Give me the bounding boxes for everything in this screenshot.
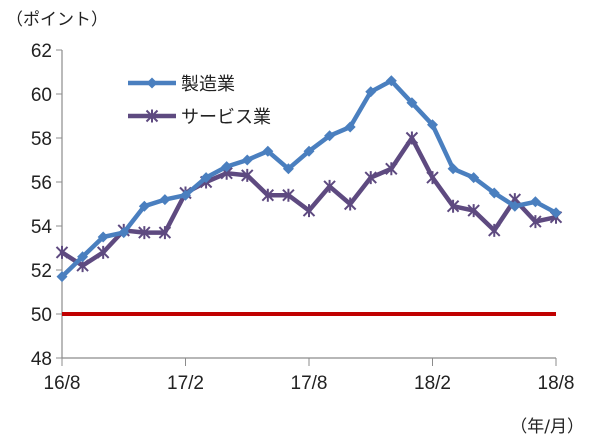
data-point <box>488 223 501 237</box>
y-tick-label: 58 <box>31 129 52 150</box>
data-point <box>303 145 315 157</box>
data-point <box>261 188 275 202</box>
data-point <box>385 162 398 176</box>
data-point <box>529 215 542 229</box>
data-point <box>241 154 253 166</box>
data-point <box>468 172 480 184</box>
legend-label: 製造業 <box>181 74 235 95</box>
data-point <box>343 197 357 211</box>
data-point <box>97 231 109 243</box>
x-tick-label: 16/8 <box>44 373 81 394</box>
x-tick-label: 18/2 <box>414 373 451 394</box>
legend-item: サービス業 <box>128 107 271 128</box>
x-axis-unit-label: （年/月） <box>510 417 584 437</box>
data-point <box>529 196 541 208</box>
data-point <box>180 189 191 201</box>
data-point <box>344 121 356 133</box>
data-point <box>426 171 439 185</box>
legend-label: サービス業 <box>181 107 271 128</box>
series-line <box>59 135 559 268</box>
data-point <box>96 245 110 259</box>
series-line <box>59 78 559 279</box>
data-point <box>56 271 68 283</box>
x-tick-label: 18/8 <box>538 373 575 394</box>
data-point <box>405 131 419 145</box>
legend-marker <box>146 77 158 89</box>
y-tick-label: 50 <box>31 305 52 326</box>
y-tick-label: 54 <box>31 217 53 238</box>
series-layer <box>55 75 563 283</box>
legend-marker <box>145 109 159 123</box>
x-tick-label: 17/2 <box>167 373 204 394</box>
data-point <box>406 97 418 109</box>
data-point <box>385 75 397 87</box>
data-point <box>364 171 377 185</box>
data-point <box>488 187 500 199</box>
data-point <box>158 226 172 240</box>
legend-item: 製造業 <box>128 74 235 95</box>
data-point <box>55 245 69 259</box>
data-point <box>509 200 521 212</box>
data-point <box>427 119 438 131</box>
data-point <box>550 207 562 219</box>
data-point <box>221 161 233 173</box>
data-point <box>262 145 274 157</box>
data-point <box>159 194 171 206</box>
data-point <box>77 251 89 263</box>
data-point <box>302 204 316 218</box>
y-tick-label: 52 <box>31 261 52 282</box>
data-point <box>446 199 460 213</box>
data-point <box>138 226 151 240</box>
data-point <box>447 163 459 175</box>
y-tick-label: 48 <box>31 349 52 370</box>
x-tick-label: 17/8 <box>291 373 328 394</box>
data-point <box>467 204 480 218</box>
data-point <box>282 188 295 202</box>
data-point <box>282 163 294 175</box>
data-point <box>118 227 130 239</box>
series-manufacturing <box>56 75 562 283</box>
y-tick-label: 56 <box>31 173 52 194</box>
data-point <box>323 179 336 193</box>
data-point <box>200 172 212 184</box>
data-point <box>138 200 150 212</box>
axes: 48 50 52 54 56 58 60 62 16/8 17/2 17/8 18/2 18/8 <box>31 41 575 394</box>
data-point <box>324 130 336 142</box>
y-tick-label: 62 <box>31 41 52 62</box>
data-point <box>365 86 377 98</box>
y-axis-unit-label: （ポイント） <box>6 10 108 30</box>
y-tick-label: 60 <box>31 85 52 106</box>
data-point <box>241 168 254 182</box>
